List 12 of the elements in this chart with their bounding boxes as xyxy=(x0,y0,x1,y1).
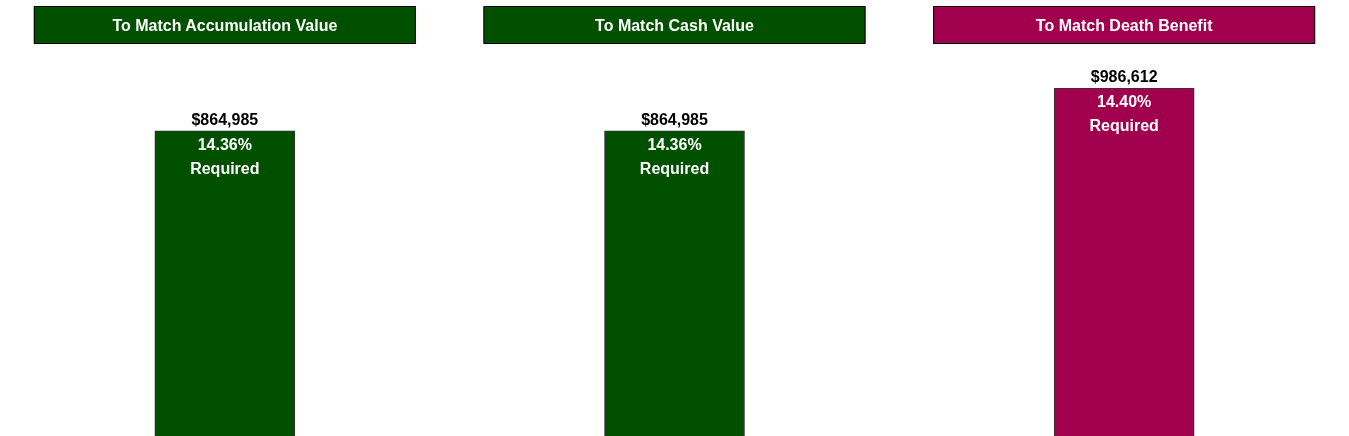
x-tick-label: To Match Accumulation Value xyxy=(112,16,338,34)
annotation: 14.36% xyxy=(197,136,252,154)
annotation: Required xyxy=(190,160,260,178)
x-tick-label: To Match Cash Value xyxy=(595,16,755,34)
annotation: 14.36% xyxy=(647,136,702,154)
annotation: Required xyxy=(639,160,710,178)
annotation: Required xyxy=(1089,117,1159,135)
data-label: $864,985 xyxy=(191,111,259,129)
data-label: $864,985 xyxy=(641,111,708,129)
data-label: $986,612 xyxy=(1090,68,1158,86)
x-tick-label: To Match Death Benefit xyxy=(1035,16,1214,34)
annotation: 14.40% xyxy=(1097,93,1152,111)
